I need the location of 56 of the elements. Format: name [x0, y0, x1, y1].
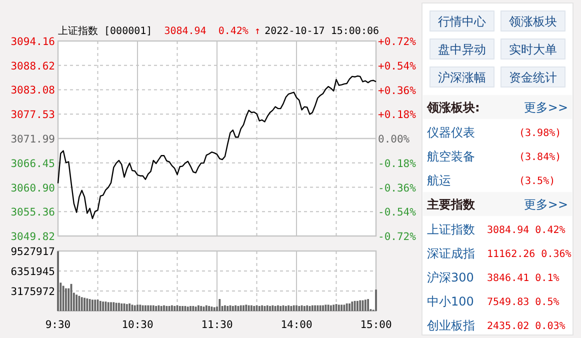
text: 领涨板块:	[426, 100, 480, 114]
text: 仪器仪表	[427, 126, 475, 140]
text: 上证指数	[427, 222, 475, 236]
y2-tick-label: +0.18%	[378, 109, 417, 122]
text: 2435.02 0.03%	[487, 321, 566, 332]
text: 主要指数	[426, 198, 476, 212]
text: 领涨板块	[509, 14, 557, 28]
text: 沪深涨幅	[438, 70, 486, 84]
y2-tick-label: +0.54%	[378, 60, 417, 72]
text: 航运	[427, 174, 451, 188]
text: 3084.94	[164, 26, 206, 37]
y2-tick-label: -0.72%	[378, 231, 417, 243]
x-tick-label: 10:30	[122, 319, 154, 331]
y-tick-label: 3049.82	[10, 231, 55, 243]
y2-tick-label: 0.00%	[378, 134, 410, 146]
y-tick-label: 3060.90	[10, 182, 55, 194]
y2-tick-label: -0.54%	[378, 206, 417, 219]
text: 资金统计	[509, 70, 557, 84]
text: 更多>>	[524, 198, 568, 212]
text: (3.84%)	[519, 152, 562, 163]
text: 行情中心	[438, 14, 486, 28]
text: (3.98%)	[519, 128, 562, 139]
text: 2022-10-17 15:00:06	[264, 26, 379, 37]
text: 创业板指	[427, 318, 475, 332]
y-tick-label: 9527917	[10, 246, 55, 258]
text: 3846.41 0.1%	[487, 273, 560, 284]
y-tick-label: 3088.62	[10, 60, 55, 72]
x-tick-label: 15:00	[360, 319, 392, 331]
y-tick-label: 6351945	[10, 266, 55, 278]
y-tick-label: 3077.53	[10, 109, 55, 122]
y-tick-label: 3071.99	[10, 134, 55, 146]
y2-tick-label: +0.72%	[378, 36, 417, 48]
x-tick-label: 14:00	[280, 319, 312, 331]
y2-tick-label: +0.36%	[378, 84, 417, 97]
y-tick-label: 3083.08	[10, 84, 55, 97]
text: 0.42% ↑	[218, 26, 260, 37]
text: 航空装备	[427, 150, 475, 164]
x-tick-label: 9:30	[45, 319, 71, 331]
text: 沪深300	[427, 270, 474, 284]
x-tick-label: 11:30	[201, 319, 233, 331]
y-tick-label: 3055.36	[10, 206, 55, 219]
text: (3.5%)	[519, 176, 556, 187]
text: 11162.26 0.36%	[487, 249, 572, 260]
y-tick-label: 3175972	[10, 286, 55, 298]
y-tick-label: 3066.45	[10, 158, 55, 170]
text: 实时大单	[509, 42, 557, 56]
text: 盘中异动	[438, 42, 486, 56]
text: 更多>>	[524, 100, 568, 114]
text: 7549.83 0.5%	[487, 297, 560, 308]
chart-title: 上证指数 [000001]	[58, 25, 152, 37]
y-tick-label: 3094.16	[10, 36, 55, 48]
text: 中小100	[427, 294, 474, 308]
text: 3084.94 0.42%	[487, 225, 566, 236]
y2-tick-label: -0.36%	[378, 182, 417, 194]
text: 深证成指	[427, 246, 475, 260]
y2-tick-label: -0.18%	[378, 158, 417, 170]
